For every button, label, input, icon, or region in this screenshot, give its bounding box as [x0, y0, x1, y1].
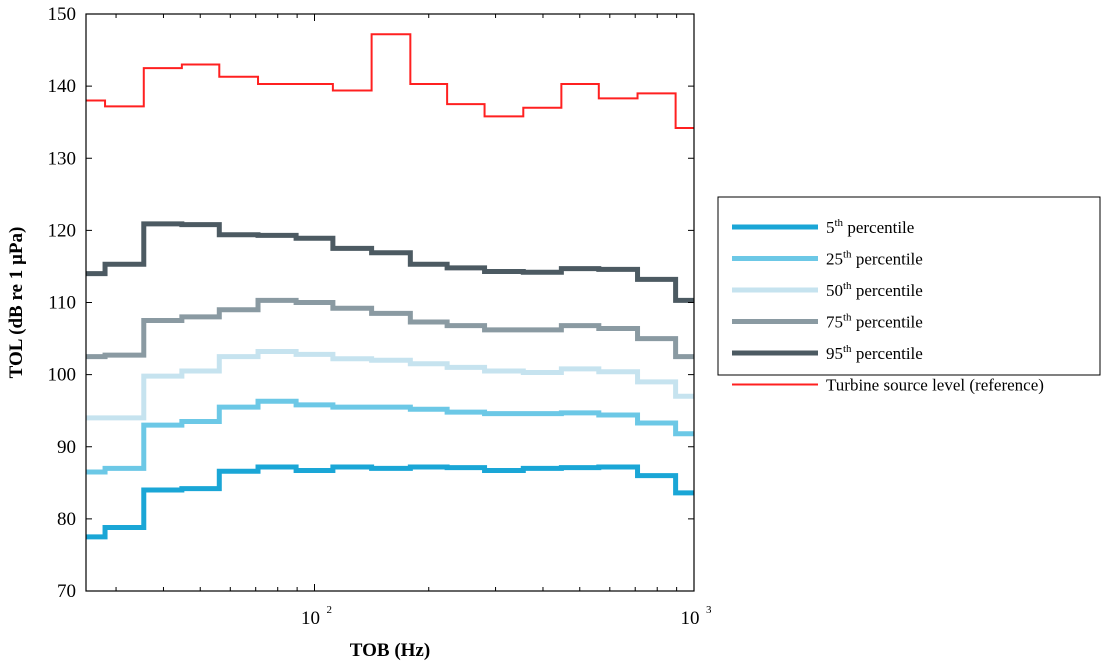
y-tick-label: 130 [48, 148, 77, 169]
legend-label: Turbine source level (reference) [826, 376, 1044, 395]
legend: 5th percentile 25th percentile 50th percen… [717, 196, 1101, 395]
y-tick-label: 90 [57, 437, 76, 458]
legend-label: 95th percentile [826, 343, 923, 363]
y-tick-label: 150 [48, 4, 77, 25]
series-line-3 [86, 297, 694, 360]
y-axis-label: TOL (dB re 1 µPa) [6, 227, 27, 379]
series-line-2 [86, 349, 694, 421]
x-tick-label: 10 [301, 608, 320, 629]
y-tick-label: 70 [57, 581, 76, 602]
x-axis-label: TOB (Hz) [350, 640, 430, 661]
axis-ticks: 70 80 90 100 110 120 130 140 150 10 2 10 3 [48, 4, 713, 629]
plot-area-frame [85, 13, 695, 592]
y-tick-label: 120 [48, 220, 77, 241]
y-tick-label: 110 [48, 293, 76, 314]
y-tick-label: 140 [48, 76, 77, 97]
legend-label: 25th percentile [826, 249, 923, 269]
y-tick-label: 80 [57, 509, 76, 530]
x-tick-exponent: 2 [326, 604, 332, 616]
legend-label: 5th percentile [826, 217, 914, 237]
legend-label: 75th percentile [826, 312, 923, 332]
series-line-1 [86, 398, 694, 475]
x-tick-label: 10 [681, 608, 700, 629]
series-line-5 [86, 33, 694, 129]
series-layer [86, 33, 694, 540]
y-tick-label: 100 [48, 365, 77, 386]
series-line-4 [86, 221, 694, 303]
x-tick-exponent: 3 [706, 604, 712, 616]
legend-label: 50th percentile [826, 280, 923, 300]
series-line-0 [86, 464, 694, 540]
